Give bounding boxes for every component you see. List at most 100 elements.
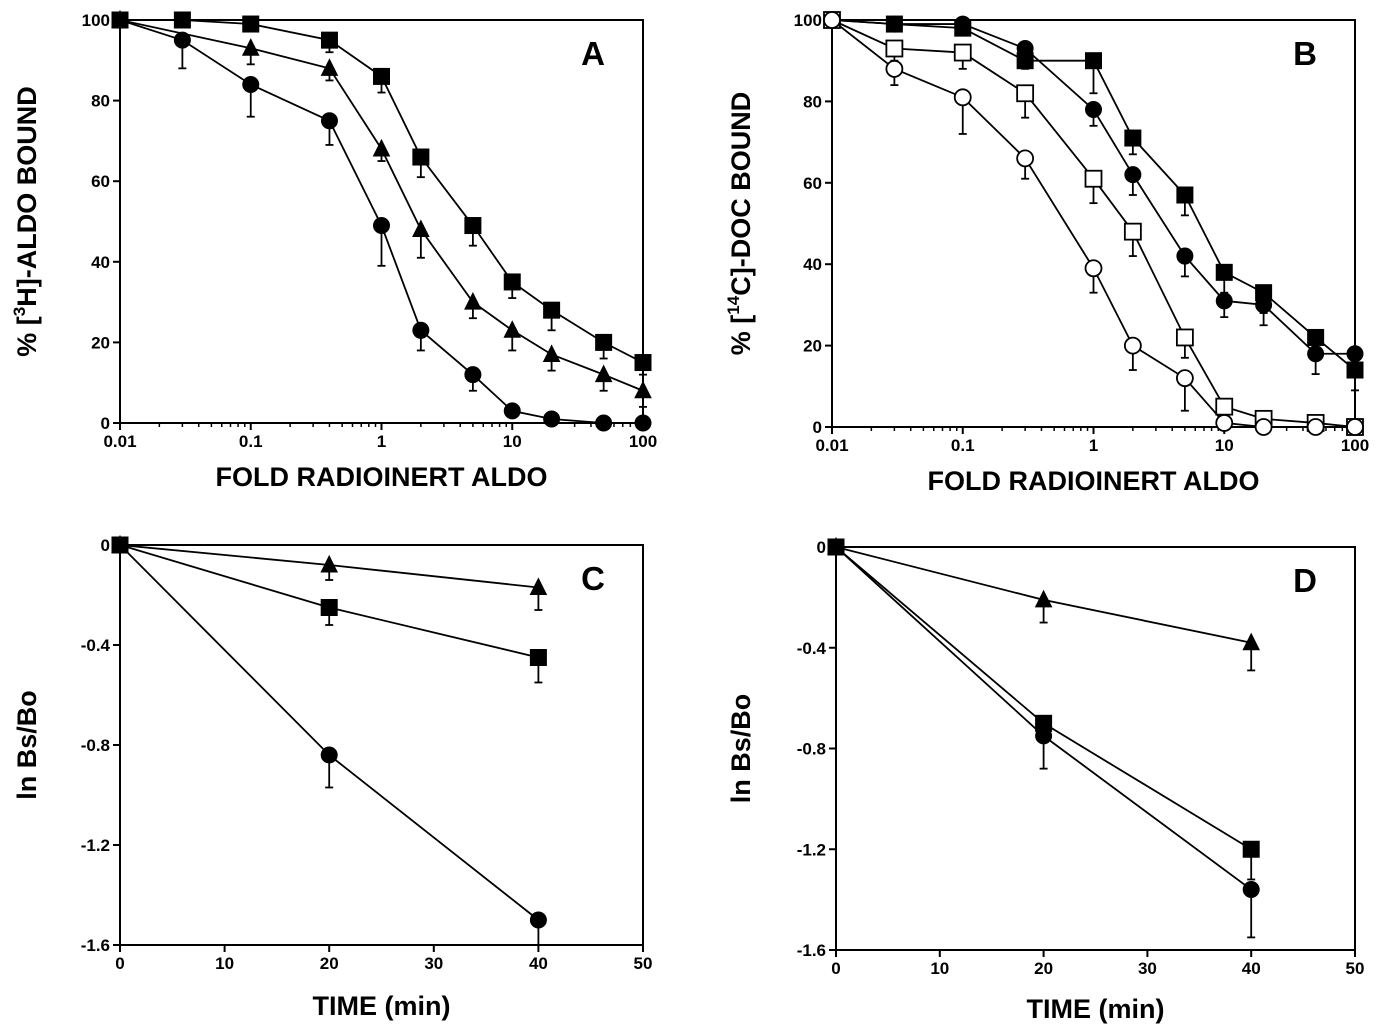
y-tick-label: 40 [803,255,822,274]
x-tick-label: 0.01 [815,436,848,455]
panel-letter: B [1293,35,1317,72]
panel-b: 0.01 0.1 1 10 100 0 20 40 60 80 100 FOLD RADIOINERT… [724,11,1369,496]
data-point [827,538,845,556]
data-point [1016,39,1034,57]
data-point [1215,397,1234,416]
y-axis-title-part: H]-ALDO BOUND [12,86,42,306]
y-axis-title-superscript: 3 [10,307,29,316]
data-point [529,649,547,666]
data-point [464,217,482,235]
data-point [529,911,547,929]
y-tick-label: 100 [82,11,110,30]
x-axis-title: TIME (min) [1027,994,1165,1024]
series-3 [111,11,652,432]
data-point [1124,129,1142,147]
series-1 [111,11,652,376]
data-point [242,15,260,33]
data-point [1307,345,1325,363]
data-point [1084,259,1103,278]
data-point [1215,263,1233,281]
data-point [412,148,430,166]
data-point [372,138,391,157]
data-point [320,599,338,616]
data-point [1215,414,1234,432]
data-point [1306,418,1325,436]
y-tick-label: 100 [794,11,822,30]
data-point [1085,101,1102,119]
x-tick-label: 1 [1089,436,1098,455]
data-point [529,577,548,595]
x-tick-label: 1 [377,432,386,451]
x-tick-label: 10 [215,954,234,973]
x-tick-label: 40 [1242,959,1261,978]
plot-frame [835,546,1356,951]
data-point [1242,632,1261,651]
x-axis-title: FOLD RADIOINERT ALDO [216,462,548,492]
data-point [320,746,338,764]
data-point [634,414,652,432]
data-point [1123,336,1142,355]
data-point [320,31,338,49]
series-1 [827,536,1261,672]
data-point [320,112,338,130]
data-point [464,291,482,310]
data-point [111,11,129,29]
x-tick-label: 0.1 [239,432,263,451]
data-point [1124,166,1142,184]
y-tick-label: -1.6 [81,936,110,955]
data-point [173,11,191,29]
data-point [1084,169,1103,188]
x-tick-label: 0.01 [103,432,136,451]
data-point [595,414,613,432]
x-axis-title: FOLD RADIOINERT ALDO [928,466,1260,496]
data-point [1034,589,1053,608]
data-point [885,59,904,78]
x-axis-title: TIME (min) [313,991,451,1021]
panel-letter: C [581,560,605,597]
data-point [1254,418,1273,436]
y-axis-title-part: C]-DOC BOUND [726,92,756,296]
data-point [464,366,482,384]
data-point [1215,292,1233,310]
series-2 [111,9,652,408]
data-point [503,320,522,338]
data-point [1016,84,1035,103]
x-tick-label: 30 [1138,959,1157,978]
x-tick-label: 30 [424,954,443,973]
y-tick-label: -0.8 [797,740,826,759]
data-point [1176,247,1194,265]
y-axis-title: ln Bs/Bo [12,690,42,800]
panel-c: 0 10 20 30 40 50 0 -0.4 -0.8 -1.2 -1.6 TIME (min) ln… [12,534,653,1021]
data-point [953,88,972,107]
data-point [320,58,339,76]
x-tick-label: 0 [831,959,840,978]
data-point [241,38,260,56]
data-point [543,410,561,428]
data-point [111,536,129,554]
data-point [1123,222,1142,241]
y-tick-label: 40 [91,253,110,272]
data-point [412,321,430,339]
data-point [634,380,652,399]
data-point [373,217,390,235]
data-point [634,354,652,372]
data-point [1255,296,1273,314]
x-tick-label: 50 [1346,959,1365,978]
y-tick-label: 80 [91,92,110,111]
x-tick-label: 20 [320,954,339,973]
series-line [119,19,644,392]
data-point [1242,840,1260,858]
y-tick-label: 20 [91,333,110,352]
data-point [1307,328,1325,346]
y-tick-label: -0.4 [797,639,827,658]
data-point [823,11,841,29]
x-tick-label: 50 [634,954,653,973]
panel-a: 0.01 0.1 1 10 100 0 20 40 60 80 100 FOLD RADIOINERT… [10,9,657,492]
series-2 [823,11,1364,375]
data-point [320,554,339,573]
panel-d: 0 10 20 30 40 50 0 -0.4 -0.8 -1.2 -1.6 TIME (min) ln… [726,536,1365,1024]
data-point [242,75,260,93]
y-tick-label: 0 [813,418,822,437]
y-tick-label: -0.8 [81,736,110,755]
